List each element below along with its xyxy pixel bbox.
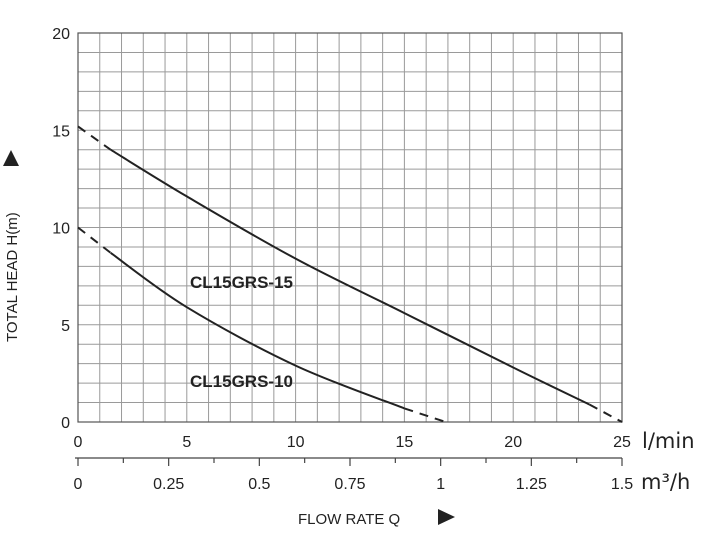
x-tick-label: 20	[504, 434, 522, 451]
y-tick-label: 5	[61, 318, 70, 335]
x2-tick-label: 0	[74, 476, 83, 493]
x-axis-title: FLOW RATE Q	[298, 509, 455, 528]
y-tick-labels: 0 5 10 15 20	[52, 26, 70, 432]
y-tick-label: 0	[61, 415, 70, 432]
x-tick-label: 0	[74, 434, 83, 451]
x-tick-label: 10	[287, 434, 305, 451]
curve-cl15grs-15-dashed-start	[77, 125, 112, 151]
y-tick-label: 20	[52, 26, 70, 43]
x2-tick-label: 0.75	[334, 476, 365, 493]
y-tick-label: 10	[52, 221, 70, 238]
curve-label-cl15grs-10: CL15GRS-10	[190, 372, 293, 391]
x-unit-label: l/min	[642, 429, 695, 453]
x-tick-label: 15	[396, 434, 414, 451]
x-axis-title-text: FLOW RATE Q	[298, 511, 400, 528]
x-tick-labels-lmin: 0 5 10 15 20 25	[74, 434, 631, 451]
secondary-x-axis: 0 0.25 0.5 0.75 1 1.25 1.5	[74, 457, 633, 493]
x2-tick-label: 1.25	[516, 476, 547, 493]
curve-label-cl15grs-15: CL15GRS-15	[190, 273, 293, 292]
y-tick-label: 15	[52, 123, 70, 140]
curves	[77, 125, 623, 423]
y-axis-arrow-icon	[3, 150, 19, 166]
curve-cl15grs-10-dashed-end	[404, 407, 447, 423]
grid	[77, 32, 623, 423]
y-axis-title-text: TOTAL HEAD H(m)	[4, 212, 21, 342]
curve-cl15grs-15-solid	[110, 148, 590, 406]
x2-tick-label: 1.5	[611, 476, 633, 493]
x2-unit-label: m³/h	[641, 470, 690, 494]
x2-tick-label: 0.25	[153, 476, 184, 493]
curve-labels: CL15GRS-15 CL15GRS-10	[190, 273, 293, 391]
y-axis-title: TOTAL HEAD H(m)	[3, 150, 21, 342]
curve-cl15grs-10-dashed-start	[77, 226, 112, 254]
curve-cl15grs-15-dashed-end	[588, 403, 623, 423]
x-tick-label: 5	[182, 434, 191, 451]
x2-tick-label: 1	[436, 476, 445, 493]
x-axis-arrow-icon	[438, 509, 455, 525]
x-tick-label: 25	[613, 434, 631, 451]
x2-tick-label: 0.5	[248, 476, 270, 493]
curve-cl15grs-10-solid	[110, 251, 405, 410]
